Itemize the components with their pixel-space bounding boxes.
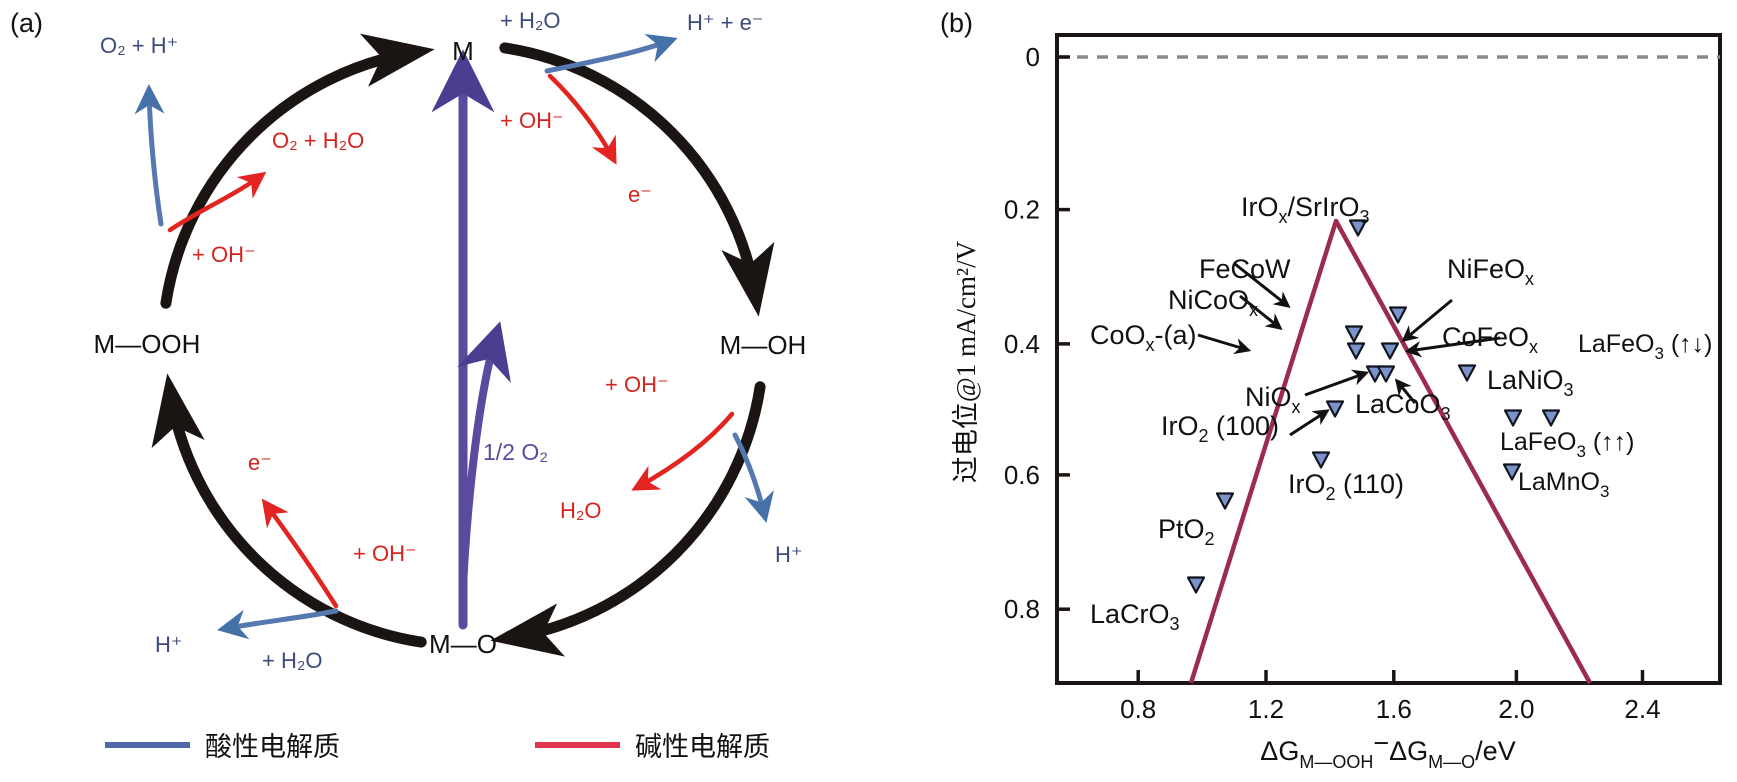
svg-text:ΔGM—OOH−ΔGM—O/eV: ΔGM—OOH−ΔGM—O/eV (1260, 728, 1515, 772)
svg-text:IrOx/SrIrO3: IrOx/SrIrO3 (1241, 192, 1370, 227)
svg-text:2.0: 2.0 (1498, 694, 1534, 724)
svg-text:+ OH⁻: + OH⁻ (353, 541, 417, 566)
svg-text:LaFeO3 (↑↑): LaFeO3 (↑↑) (1500, 428, 1635, 461)
svg-text:2.4: 2.4 (1624, 694, 1660, 724)
svg-text:O₂ + H⁺: O₂ + H⁺ (100, 33, 178, 58)
svg-text:碱性电解质: 碱性电解质 (635, 732, 770, 762)
svg-text:FeCoW: FeCoW (1199, 254, 1291, 284)
svg-text:M—OH: M—OH (720, 330, 807, 360)
svg-text:M: M (452, 36, 474, 66)
svg-text:O₂ + H₂O: O₂ + H₂O (272, 128, 364, 153)
svg-text:+ OH⁻: + OH⁻ (500, 108, 564, 133)
svg-text:0.8: 0.8 (1004, 594, 1040, 624)
svg-text:LaNiO3: LaNiO3 (1487, 365, 1574, 400)
svg-text:LaCoO3: LaCoO3 (1355, 389, 1451, 424)
svg-text:+ OH⁻: + OH⁻ (605, 372, 669, 397)
svg-text:M—OOH: M—OOH (94, 329, 201, 359)
svg-text:+ H₂O: + H₂O (500, 8, 561, 33)
svg-text:(a): (a) (10, 8, 43, 38)
svg-text:0.2: 0.2 (1004, 195, 1040, 225)
svg-text:H⁺: H⁺ (155, 632, 183, 657)
svg-text:+ OH⁻: + OH⁻ (192, 242, 256, 267)
svg-text:e⁻: e⁻ (248, 450, 272, 475)
svg-text:(b): (b) (940, 8, 973, 38)
svg-text:M—O: M—O (429, 629, 497, 659)
svg-text:CoOx-(a): CoOx-(a) (1090, 320, 1197, 355)
svg-text:e⁻: e⁻ (628, 182, 652, 207)
svg-text:0: 0 (1026, 42, 1040, 72)
svg-text:+ H₂O: + H₂O (262, 648, 323, 673)
svg-text:PtO2: PtO2 (1158, 514, 1215, 549)
svg-text:H₂O: H₂O (560, 498, 602, 523)
svg-text:过电位@1 mA/cm²/V: 过电位@1 mA/cm²/V (951, 240, 981, 483)
svg-text:1.6: 1.6 (1376, 694, 1412, 724)
svg-text:LaCrO3: LaCrO3 (1090, 599, 1180, 634)
svg-text:LaFeO3 (↑↓): LaFeO3 (↑↓) (1578, 330, 1713, 363)
svg-text:酸性电解质: 酸性电解质 (205, 732, 340, 762)
svg-text:IrO2 (100): IrO2 (100) (1161, 411, 1279, 446)
svg-text:NiFeOx: NiFeOx (1447, 254, 1534, 289)
svg-text:LaMnO3: LaMnO3 (1518, 468, 1609, 501)
svg-text:0.8: 0.8 (1120, 694, 1156, 724)
svg-text:0.4: 0.4 (1004, 329, 1040, 359)
svg-text:H⁺ + e⁻: H⁺ + e⁻ (687, 10, 763, 35)
svg-text:NiCoOx: NiCoOx (1168, 285, 1258, 320)
svg-text:H⁺: H⁺ (775, 542, 803, 567)
svg-text:IrO2 (110): IrO2 (110) (1288, 469, 1404, 504)
svg-text:1.2: 1.2 (1248, 694, 1284, 724)
svg-text:0.6: 0.6 (1004, 460, 1040, 490)
svg-text:1/2 O₂: 1/2 O₂ (483, 439, 548, 465)
